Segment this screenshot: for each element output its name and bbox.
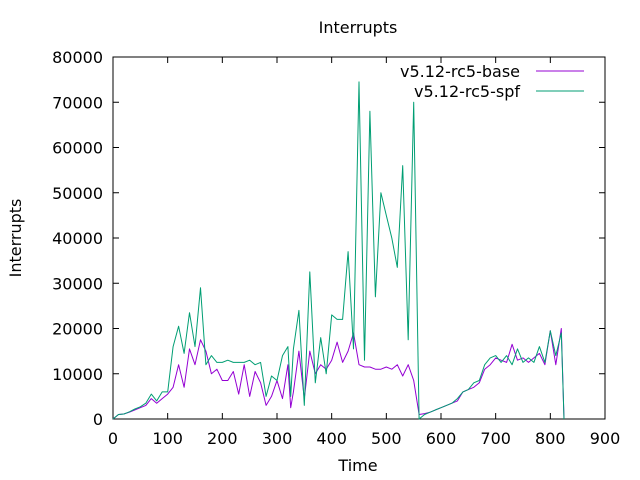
- y-tick-label: 40000: [52, 229, 103, 248]
- series-group: [112, 81, 565, 420]
- x-tick-label: 400: [316, 429, 347, 448]
- x-axis: 0 100 200 300 400 500 600 700 800 900: [108, 57, 620, 448]
- y-tick-label: 80000: [52, 48, 103, 67]
- x-axis-label: Time: [337, 456, 377, 475]
- y-tick-label: 50000: [52, 184, 103, 203]
- x-tick-label: 700: [480, 429, 511, 448]
- x-tick-label: 500: [371, 429, 402, 448]
- legend-label: v5.12-rc5-base: [400, 62, 520, 81]
- x-tick-label: 0: [108, 429, 118, 448]
- y-tick-label: 20000: [52, 320, 103, 339]
- legend-label: v5.12-rc5-spf: [414, 82, 520, 101]
- y-tick-label: 30000: [52, 274, 103, 293]
- plot-area: 0100002000030000400005000060000700008000…: [52, 48, 620, 448]
- x-tick-label: 200: [207, 429, 238, 448]
- series-line-1: [112, 328, 565, 420]
- x-tick-label: 600: [426, 429, 457, 448]
- y-tick-label: 0: [93, 410, 103, 429]
- chart-title: Interrupts: [319, 18, 398, 37]
- x-tick-label: 900: [590, 429, 621, 448]
- y-tick-label: 10000: [52, 365, 103, 384]
- y-tick-label: 70000: [52, 93, 103, 112]
- y-axis: 0 10000 20000 30000 40000 50000 60000 70000 8000…: [52, 48, 605, 429]
- y-axis-label: Interrupts: [6, 199, 25, 278]
- y-tick-label: 60000: [52, 139, 103, 158]
- x-tick-label: 300: [262, 429, 293, 448]
- x-tick-label: 100: [152, 429, 183, 448]
- x-tick-label: 800: [535, 429, 566, 448]
- series-line-2: [112, 81, 565, 420]
